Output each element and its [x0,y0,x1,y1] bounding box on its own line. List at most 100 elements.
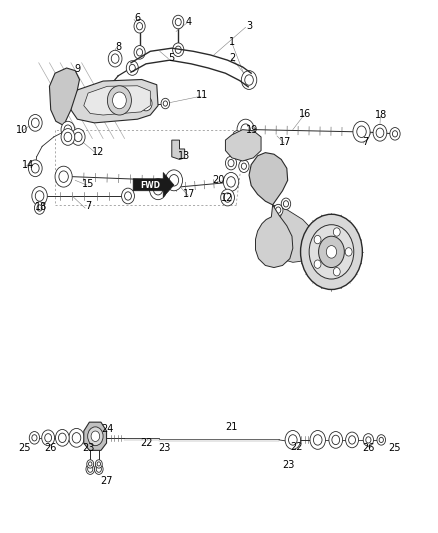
Text: 12: 12 [221,192,234,203]
Polygon shape [84,86,150,115]
Circle shape [126,61,138,75]
Circle shape [392,131,398,137]
Circle shape [137,22,143,30]
Polygon shape [49,68,79,125]
Circle shape [175,19,181,26]
Circle shape [366,437,371,443]
Circle shape [137,49,143,56]
Circle shape [74,132,82,142]
Circle shape [310,431,325,449]
Circle shape [268,249,272,254]
Circle shape [377,435,385,445]
Circle shape [246,131,254,141]
Circle shape [96,466,101,472]
Circle shape [281,198,291,209]
Text: 7: 7 [85,201,91,212]
Text: 15: 15 [82,179,94,189]
Circle shape [173,43,184,56]
Text: 22: 22 [290,442,303,451]
Polygon shape [172,140,185,159]
Circle shape [235,150,239,155]
Text: 14: 14 [22,160,34,169]
Circle shape [140,96,152,111]
Circle shape [87,460,94,468]
Circle shape [163,101,167,106]
Circle shape [246,148,254,158]
Circle shape [237,119,254,140]
Text: 23: 23 [159,443,171,453]
Circle shape [373,124,387,141]
Circle shape [55,166,72,187]
Circle shape [233,131,241,141]
Polygon shape [226,130,261,161]
Circle shape [248,133,252,139]
Text: 18: 18 [375,110,387,120]
Circle shape [226,156,237,170]
Text: 6: 6 [134,13,141,23]
Circle shape [149,179,166,200]
Circle shape [56,430,69,446]
Circle shape [274,240,284,252]
Circle shape [58,433,66,442]
Circle shape [228,159,234,167]
Circle shape [111,54,119,63]
Circle shape [88,462,92,466]
Circle shape [173,15,184,29]
Text: 12: 12 [92,147,104,157]
Circle shape [223,173,239,191]
Circle shape [221,189,234,206]
Circle shape [224,193,231,202]
Polygon shape [133,173,174,197]
Circle shape [349,436,356,444]
Circle shape [241,70,257,90]
Circle shape [282,245,292,256]
Circle shape [314,260,321,268]
Text: 22: 22 [140,438,152,448]
Text: 11: 11 [196,90,208,100]
Text: 27: 27 [100,475,113,486]
Text: 9: 9 [74,64,81,74]
Text: 24: 24 [101,424,113,434]
Circle shape [248,150,252,155]
Circle shape [285,431,300,449]
Circle shape [346,432,358,448]
Polygon shape [255,205,293,268]
Circle shape [241,124,251,135]
Circle shape [357,126,366,138]
Text: 2: 2 [229,53,235,62]
Circle shape [245,75,253,85]
Circle shape [272,235,276,240]
Circle shape [42,430,55,446]
Circle shape [107,86,131,115]
Circle shape [376,128,384,138]
Text: 26: 26 [45,443,57,453]
Circle shape [333,228,340,236]
Text: 17: 17 [279,137,292,147]
Text: 26: 26 [362,443,374,453]
Circle shape [379,437,383,442]
Circle shape [235,133,239,139]
Circle shape [32,435,37,441]
Text: 25: 25 [19,443,31,453]
Circle shape [69,429,84,447]
Polygon shape [272,205,317,262]
Circle shape [88,427,103,446]
Text: 21: 21 [226,422,238,432]
Circle shape [280,243,285,248]
Circle shape [300,214,362,289]
Circle shape [45,434,52,442]
Circle shape [265,247,274,257]
Circle shape [345,248,352,256]
Circle shape [29,432,39,444]
Circle shape [28,160,42,176]
Text: 1: 1 [229,37,235,47]
Circle shape [326,246,337,258]
Circle shape [143,100,149,107]
Circle shape [35,191,44,201]
Text: 7: 7 [362,137,368,147]
Circle shape [64,125,72,134]
Circle shape [309,225,354,279]
Circle shape [329,432,343,448]
Circle shape [227,176,235,187]
Text: 13: 13 [178,151,190,161]
